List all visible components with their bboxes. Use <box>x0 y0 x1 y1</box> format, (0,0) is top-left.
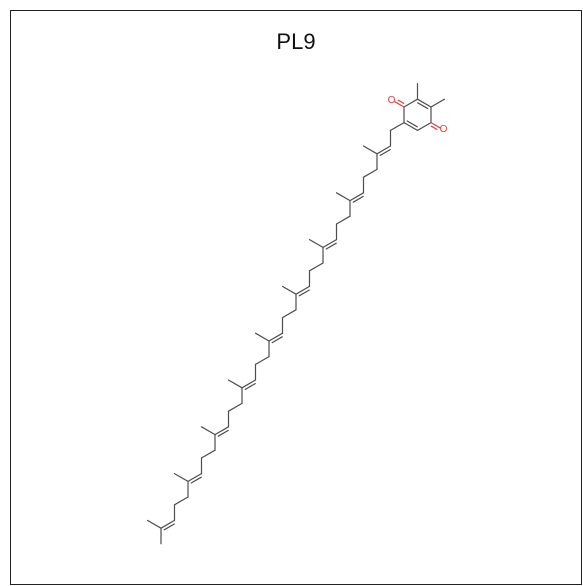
bond <box>254 332 270 342</box>
bond <box>430 121 441 129</box>
bond <box>403 121 419 131</box>
bond <box>187 473 203 482</box>
bond <box>163 523 175 531</box>
bond <box>376 145 392 155</box>
bond <box>298 289 310 297</box>
bond <box>254 356 270 365</box>
bond <box>403 98 419 108</box>
bond <box>394 101 405 108</box>
bond <box>308 239 324 248</box>
bond <box>379 148 391 156</box>
bond <box>416 98 432 108</box>
bond <box>227 379 243 389</box>
atom-label: O <box>440 124 448 135</box>
bond <box>244 382 256 390</box>
bond <box>295 285 311 295</box>
bond <box>281 309 297 319</box>
bond <box>430 98 446 108</box>
bond <box>271 336 283 344</box>
bond <box>146 519 162 529</box>
bond <box>417 102 429 110</box>
bond <box>352 195 364 203</box>
bond <box>325 242 337 250</box>
bond <box>160 519 176 529</box>
bond <box>200 449 216 459</box>
bond <box>227 402 243 412</box>
bond <box>430 125 438 130</box>
bond <box>281 285 297 295</box>
bond <box>362 168 378 178</box>
title: PL9 <box>276 29 315 54</box>
atom-label: O <box>388 95 396 106</box>
bond <box>397 99 405 105</box>
bond <box>322 239 338 248</box>
bond <box>217 429 229 437</box>
bond <box>308 262 324 272</box>
bond <box>362 145 378 155</box>
bond <box>214 426 230 436</box>
bond <box>349 192 365 202</box>
bond <box>268 332 284 342</box>
bonds <box>146 82 446 545</box>
bond <box>173 496 189 506</box>
bond <box>416 121 432 131</box>
bond <box>200 426 216 436</box>
bond <box>190 476 202 484</box>
bond <box>173 473 189 482</box>
bond <box>335 215 351 225</box>
bond <box>406 120 418 128</box>
bond <box>389 121 405 131</box>
bond <box>335 192 351 202</box>
bond <box>241 379 257 389</box>
